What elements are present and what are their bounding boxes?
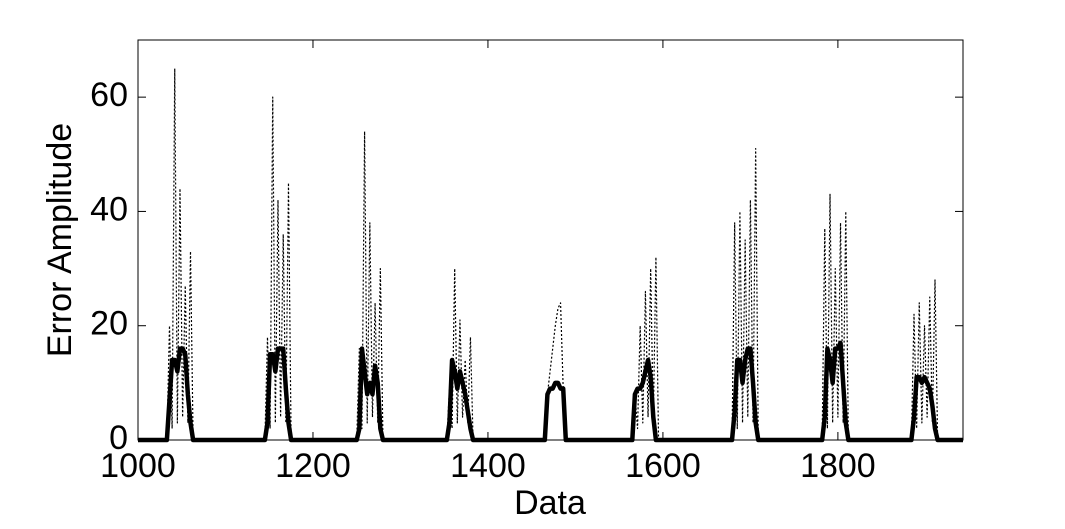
data-line (138, 67, 963, 441)
y-axis-label: Error Amplitude (41, 123, 79, 357)
data-line (138, 340, 963, 443)
y-tick-label: 20 (90, 305, 128, 343)
x-tick-label: 1800 (800, 447, 876, 485)
x-tick-label: 1200 (275, 447, 351, 485)
y-tick-label: 60 (90, 76, 128, 114)
y-tick-label: 0 (109, 419, 128, 457)
x-tick-label: 1000 (100, 447, 176, 485)
y-tick-label: 40 (90, 190, 128, 228)
x-tick-label: 1600 (625, 447, 701, 485)
plot-frame (137, 39, 964, 441)
x-tick-label: 1400 (450, 447, 526, 485)
x-axis-label: Data (514, 484, 586, 522)
